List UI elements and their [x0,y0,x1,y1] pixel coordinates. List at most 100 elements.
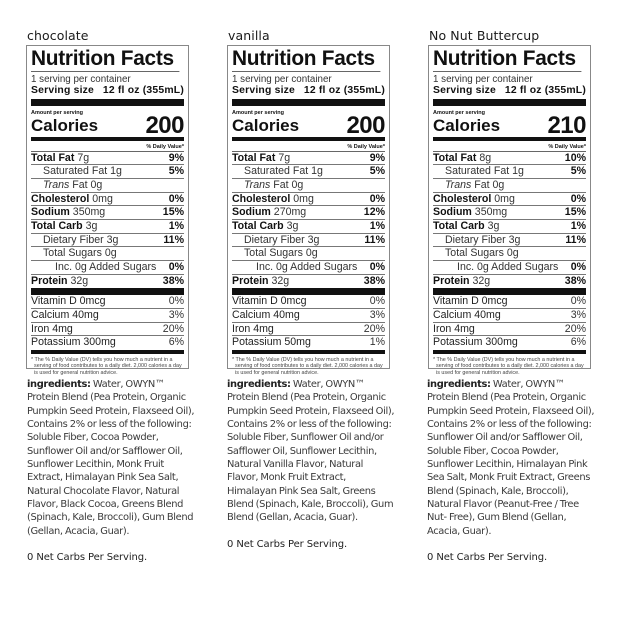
vitamin-row: Potassium 300mg 6% [433,336,586,350]
nutrient-row-trans-fat: Trans Fat 0g [232,179,385,193]
ingredients-text: ingredients: Water, OWYN™ Protein Blend … [27,378,195,538]
calories-row: Calories 210 [433,112,586,139]
thick-divider [232,288,385,296]
vitamin-row: Iron 4mg 20% [433,323,586,337]
nutrient-dv: 0% [369,261,385,273]
nutrient-row-saturated-fat: Saturated Fat 1g 5% [232,165,385,179]
nutrient-label: Total Carb [433,219,485,232]
nutrient-row-total-carb: Total Carb 3g 1% [31,220,184,234]
nutrient-dv: 1% [168,219,184,232]
serving-size-value: 12 fl oz (355mL) [102,85,184,96]
nutrient-label-italic: Trans [43,178,70,191]
nutrient-row-added-sugars: Inc. 0g Added Sugars 0% [232,261,385,275]
amount-per-serving: Amount per serving [433,110,485,116]
ingredients-heading: ingredients: [27,379,91,390]
nutrient-row-total-sugars: Total Sugars 0g [232,247,385,261]
calories-label: Calories [433,116,501,135]
calories-value: 200 [145,112,184,139]
ingredients-list: Water, OWYN™ Protein Blend (Pea Protein,… [27,379,195,537]
nutrition-facts-title: Nutrition Facts [31,47,180,72]
nutrient-amount: 3g [286,219,299,232]
nutrient-label-italic: Trans [445,178,472,191]
nutrient-label: Sodium [433,206,472,219]
serving-size: Serving size 12 fl oz (355mL) [31,85,184,96]
nutrient-dv: 38% [564,274,586,287]
nutrient-label: Fat 0g [72,178,103,191]
nutrient-dv: 1% [570,219,586,232]
nutrition-facts-label: Nutrition Facts 1 serving per container … [428,45,591,376]
nutrient-dv: 9% [168,151,184,164]
nutrient-dv: 15% [162,206,184,219]
vitamin-label: Calcium 40mg [31,309,99,322]
net-carbs-note: 0 Net Carbs Per Serving. [27,552,148,563]
vitamin-list: Vitamin D 0mcg 0% Calcium 40mg 3% Iron 4mg 20… [232,295,385,350]
medium-divider [31,137,184,141]
nutrient-amount: 7g [278,151,291,164]
calories-row: Calories 200 [232,114,385,138]
nutrient-label: Total Fat [433,151,477,164]
vitamin-row: Vitamin D 0mcg 0% [31,295,184,310]
nutrient-row-sodium: Sodium 350mg 15% [31,206,184,220]
nutrition-facts-label: Nutrition Facts 1 serving per container … [227,45,390,376]
calories-row: Calories 200 [31,112,184,139]
ingredients-list: Water, OWYN™ Protein Blend (Pea Protein,… [227,379,395,524]
nutrient-row-sodium: Sodium 350mg 15% [433,206,586,220]
flavor-name: No Nut Buttercup [429,28,540,43]
nutrient-label-italic: Trans [244,178,271,191]
vitamin-row: Calcium 40mg 3% [433,309,586,323]
vitamin-dv: 20% [162,322,184,335]
daily-value-footnote: * The % Daily Value (DV) tells you how m… [232,356,383,376]
vitamin-row: Vitamin D 0mcg 0% [232,295,385,310]
ingredients-heading: ingredients: [427,379,491,390]
vitamin-row: Vitamin D 0mcg 0% [433,295,586,310]
nutrient-label: Inc. 0g Added Sugars [457,261,559,273]
vitamin-dv: 3% [570,309,586,322]
vitamin-label: Calcium 40mg [433,309,501,322]
nutrient-amount: 32g [271,274,290,287]
nutrition-facts-title: Nutrition Facts [232,47,381,72]
amount-per-serving: Amount per serving [31,110,83,116]
flavor-name: chocolate [27,28,89,43]
vitamin-label: Iron 4mg [232,322,274,335]
vitamin-label: Vitamin D 0mcg [31,295,106,308]
nutrient-dv: 5% [168,165,184,178]
nutrient-label: Fat 0g [273,178,304,191]
serving-size-label: Serving size [232,85,296,96]
nutrient-dv: 1% [369,219,385,232]
nutrient-amount: 3g [487,219,500,232]
nutrient-dv: 0% [570,261,586,273]
vitamin-label: Potassium 300mg [433,336,518,349]
ingredients-text: ingredients: Water, OWYN™ Protein Blend … [227,378,395,525]
nutrient-label: Total Carb [31,219,83,232]
thick-divider [232,99,385,106]
nutrient-label: Dietary Fiber 3g [244,233,320,246]
nutrient-label: Dietary Fiber 3g [43,233,119,246]
vitamin-dv: 0% [570,295,586,308]
nutrient-dv: 5% [369,165,385,178]
vitamin-list: Vitamin D 0mcg 0% Calcium 40mg 3% Iron 4mg 20… [31,295,184,350]
nutrient-dv: 0% [369,192,385,205]
nutrition-facts-label: Nutrition Facts 1 serving per container … [26,45,189,376]
nutrient-dv: 0% [168,261,184,273]
nutrient-dv: 5% [570,165,586,178]
net-carbs-note: 0 Net Carbs Per Serving. [427,552,548,563]
vitamin-dv: 0% [168,295,184,308]
nutrient-label: Cholesterol [433,192,492,205]
nutrient-label: Total Sugars 0g [43,247,117,260]
medium-divider [433,350,586,354]
servings-per-container: 1 serving per container [433,74,533,85]
nutrient-amount: 8g [479,151,492,164]
nutrient-dv: 9% [369,151,385,164]
nutrition-facts-title: Nutrition Facts [433,47,582,72]
vitamin-label: Potassium 300mg [31,336,116,349]
calories-label: Calories [31,116,99,135]
nutrient-label: Protein [31,274,68,287]
nutrient-row-dietary-fiber: Dietary Fiber 3g 11% [31,234,184,248]
thick-divider [31,288,184,296]
nutrient-row-total-fat: Total Fat 7g 9% [232,152,385,166]
medium-divider [232,350,385,354]
daily-value-footnote: * The % Daily Value (DV) tells you how m… [433,356,584,376]
nutrient-row-protein: Protein 32g 38% [31,275,184,289]
calories-value: 210 [547,112,586,139]
nutrient-label: Protein [433,274,470,287]
